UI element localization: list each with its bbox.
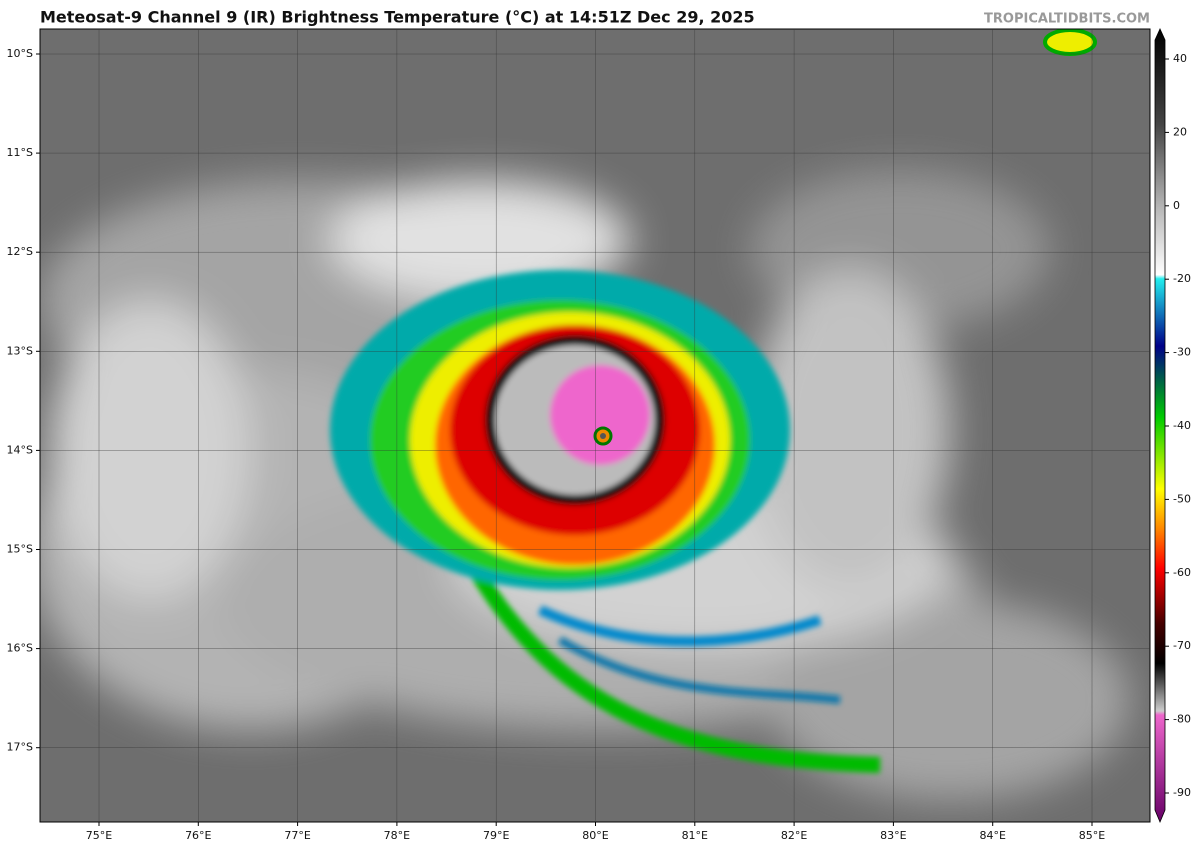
colorbar-label: -60 bbox=[1173, 566, 1191, 579]
lat-label: 16°S bbox=[7, 642, 33, 655]
lon-label: 79°E bbox=[483, 829, 509, 842]
lon-label: 85°E bbox=[1079, 829, 1105, 842]
colorbar-label: -70 bbox=[1173, 639, 1191, 652]
watermark: TROPICALTIDBITS.COM bbox=[984, 12, 1150, 27]
lon-label: 81°E bbox=[682, 829, 708, 842]
colorbar-label: -80 bbox=[1173, 713, 1191, 726]
colorbar-label: -30 bbox=[1173, 346, 1191, 359]
lat-label: 15°S bbox=[7, 543, 33, 556]
lon-label: 80°E bbox=[582, 829, 608, 842]
colorbar-label: 40 bbox=[1173, 52, 1187, 65]
colorbar-label: -90 bbox=[1173, 786, 1191, 799]
colorbar-label: -50 bbox=[1173, 492, 1191, 505]
lat-label: 12°S bbox=[7, 245, 33, 258]
lon-label: 76°E bbox=[185, 829, 211, 842]
title: Meteosat-9 Channel 9 (IR) Brightness Tem… bbox=[40, 8, 755, 27]
lat-label: 13°S bbox=[7, 344, 33, 357]
colorbar-label: -20 bbox=[1173, 272, 1191, 285]
colorbar-label: 0 bbox=[1173, 199, 1180, 212]
graticule bbox=[36, 29, 1150, 826]
lat-label: 14°S bbox=[7, 443, 33, 456]
lon-label: 78°E bbox=[384, 829, 410, 842]
lat-label: 11°S bbox=[7, 146, 33, 159]
colorbar-label: 20 bbox=[1173, 125, 1187, 138]
lat-label: 10°S bbox=[7, 47, 33, 60]
ir-image bbox=[40, 29, 1150, 822]
lon-label: 83°E bbox=[880, 829, 906, 842]
lat-label: 17°S bbox=[7, 741, 33, 754]
colorbar-label: -40 bbox=[1173, 419, 1191, 432]
lon-label: 77°E bbox=[284, 829, 310, 842]
lon-label: 75°E bbox=[86, 829, 112, 842]
colorbar bbox=[1154, 28, 1166, 824]
lon-label: 82°E bbox=[781, 829, 807, 842]
lon-label: 84°E bbox=[979, 829, 1005, 842]
